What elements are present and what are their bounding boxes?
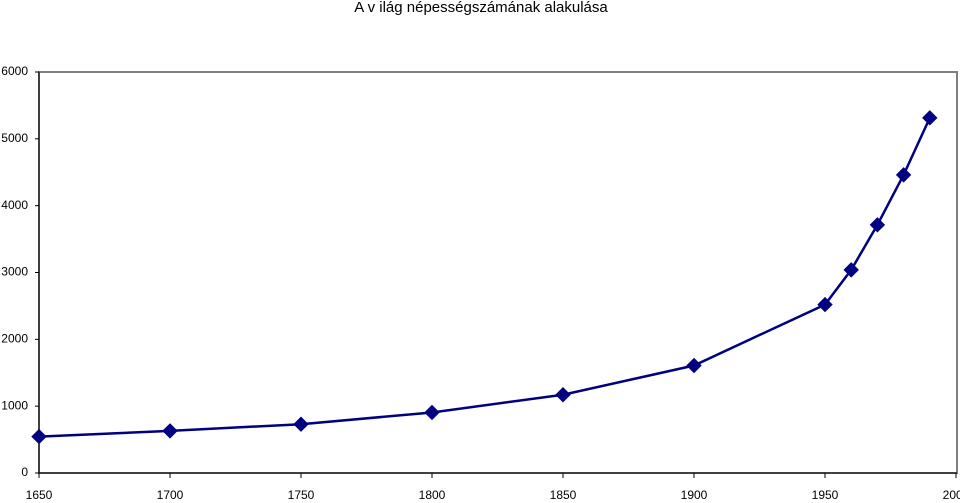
y-tick-label: 5000 (1, 131, 28, 145)
data-marker (817, 296, 833, 313)
x-tick-label: 1950 (812, 488, 839, 502)
x-tick-label: 1900 (681, 488, 708, 502)
data-marker (293, 416, 309, 432)
x-tick-label: 2000 (943, 488, 960, 502)
data-line (38, 117, 931, 438)
plot-frame (38, 71, 958, 474)
chart-title: A v ilág népességszámának alakulása (354, 0, 608, 16)
data-marker (869, 217, 886, 233)
x-tick-label: 1850 (550, 488, 577, 502)
y-tick-label: 1000 (1, 398, 28, 412)
y-tick-label: 4000 (1, 198, 28, 212)
data-marker (555, 387, 571, 403)
data-marker (686, 357, 702, 374)
x-tick-label: 1650 (26, 488, 53, 502)
data-marker (424, 404, 440, 421)
y-tick-label: 3000 (1, 265, 28, 279)
data-marker (895, 167, 912, 183)
y-tick-label: 6000 (1, 64, 28, 78)
data-marker (843, 262, 859, 278)
data-marker (31, 428, 47, 445)
x-tick-label: 1750 (288, 488, 315, 502)
x-tick-label: 1700 (157, 488, 184, 502)
x-tick-label: 1800 (419, 488, 446, 502)
data-marker (162, 423, 178, 439)
y-tick-label: 2000 (1, 332, 28, 346)
data-marker (922, 110, 938, 126)
y-tick-label: 0 (21, 465, 28, 479)
